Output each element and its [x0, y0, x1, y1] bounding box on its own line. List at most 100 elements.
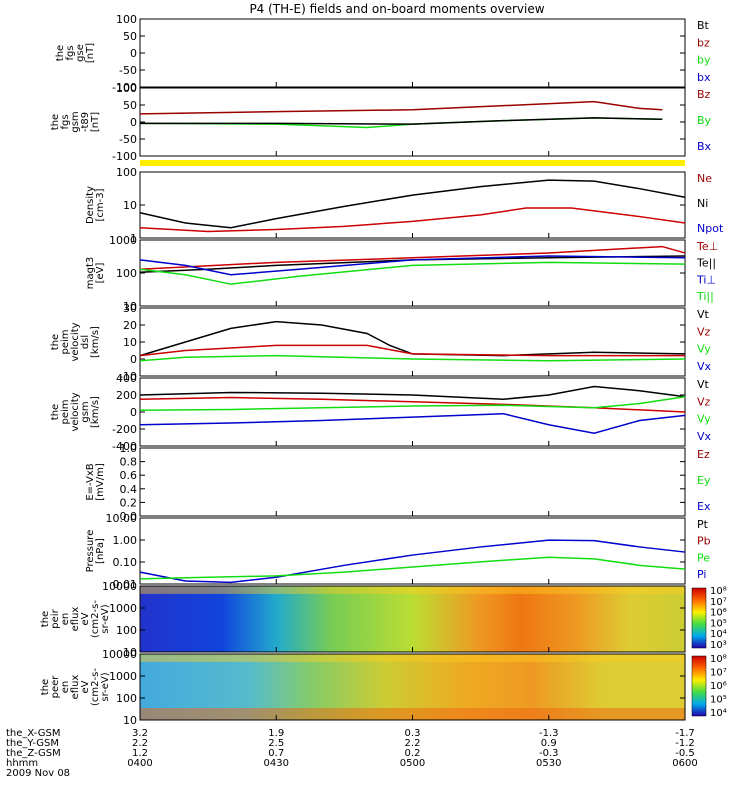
- y-axis-label: dsl: [80, 335, 91, 349]
- y-axis-label: Density: [85, 186, 96, 224]
- series-line: [139, 385, 686, 401]
- x-axis-value: -1.2: [675, 738, 695, 749]
- panel-peer: 10⁸ 10⁷ 10⁶ 10⁵ 10⁴ 10000 1000 100 10 the peer en ef…: [40, 648, 727, 727]
- y-tick-label: 50: [123, 30, 137, 43]
- series-line: [139, 395, 686, 412]
- x-axis-value: 0530: [536, 758, 561, 769]
- legend-label: Pb: [697, 535, 711, 548]
- colorbar-tick-label: 10⁴: [710, 629, 727, 640]
- colorbar-tick-label: 10⁵: [710, 618, 727, 629]
- panel-density: 100 10 1 Density [cm-3] Ne Ni Npot: [85, 166, 724, 245]
- y-axis-label: gsm: [80, 401, 91, 422]
- separator-bar: [140, 160, 685, 166]
- x-axis-value: -1.3: [539, 728, 559, 739]
- colorbar-tick-label: 10⁸: [710, 654, 727, 665]
- series-line: [139, 245, 686, 271]
- legend-label: Ni: [697, 197, 708, 210]
- y-tick-label: 0.2: [120, 496, 138, 509]
- y-tick-label: -50: [119, 133, 137, 146]
- y-axis-label: -t89: [80, 112, 91, 132]
- legend-label: bz: [697, 36, 710, 49]
- y-axis-label: E=-VxB: [85, 463, 96, 500]
- legend-label: Te⊥: [696, 240, 718, 253]
- colorbar: [691, 655, 707, 717]
- y-axis-label: [nT]: [90, 112, 101, 132]
- panel-peim-dsl: 30 20 10 0 -10 the peim velocity dsl [km/s] Vt Vz Vy…: [50, 302, 712, 383]
- x-axis-value: 0.2: [405, 748, 421, 759]
- y-tick-label: 0.10: [113, 556, 138, 569]
- legend-label: Vz: [697, 395, 711, 408]
- panel-efield: 1.00.80.60.40.20.0 E=-VxB [mV/m] Ez Ey Ex: [85, 442, 711, 523]
- series-line: [139, 539, 686, 584]
- y-tick-label: 1: [130, 232, 137, 245]
- y-axis-label: en: [60, 681, 71, 694]
- y-axis-label: velocity: [70, 392, 81, 431]
- legend-label: By: [697, 114, 712, 127]
- y-tick-label: 100: [116, 13, 137, 26]
- y-tick-label: 200: [116, 389, 137, 402]
- series-line: [139, 255, 686, 274]
- x-axis-value: 0430: [264, 758, 289, 769]
- colorbar-tick-label: 10⁶: [710, 681, 727, 692]
- panel-peim-gsm: 400 200 0 -200 -400 the peim velocity gsm [km/s] V…: [50, 372, 712, 453]
- series-line: [139, 261, 686, 285]
- legend-label: Bt: [697, 19, 710, 32]
- panel-temp: 1000 100 10 magt3 [eV] Te⊥ Te|| Ti⊥ Ti||: [85, 234, 718, 313]
- y-tick-label: 10: [123, 714, 137, 727]
- y-axis-label: [km/s]: [90, 326, 101, 358]
- y-tick-label: 0: [130, 116, 137, 129]
- y-tick-label: 50: [123, 99, 137, 112]
- x-axis-value: 3.2: [132, 728, 148, 739]
- y-axis-label: peir: [50, 608, 61, 628]
- legend-label: Npot: [697, 222, 724, 235]
- y-tick-label: 10: [123, 199, 137, 212]
- x-axis-value: 2.2: [405, 738, 421, 749]
- y-axis-label: fgs: [65, 45, 76, 60]
- x-axis-value: 0.3: [405, 728, 421, 739]
- colorbar-tick-label: 10⁸: [710, 586, 727, 597]
- y-axis-label: peer: [50, 675, 61, 699]
- y-tick-label: 100: [116, 692, 137, 705]
- x-axis-value: 1.9: [268, 728, 284, 739]
- y-tick-label: 10000: [102, 580, 137, 593]
- series-line: [139, 179, 686, 229]
- x-axis-value: 0500: [400, 758, 425, 769]
- legend-label: Bz: [697, 88, 711, 101]
- y-tick-label: -50: [119, 64, 137, 77]
- heatmap-band: [140, 654, 685, 662]
- x-axis-value: -1.7: [675, 728, 695, 739]
- legend-label: Vy: [697, 343, 711, 356]
- y-tick-label: 100: [116, 624, 137, 637]
- y-axis-label: the: [50, 114, 61, 130]
- series-line: [139, 100, 663, 115]
- series-line: [140, 117, 663, 125]
- legend-label: Ti⊥: [696, 273, 716, 286]
- series-line: [139, 354, 686, 362]
- y-tick-label: 0: [130, 406, 137, 419]
- y-axis-label: Pressure: [85, 530, 96, 573]
- y-axis-label: eflux: [70, 607, 81, 632]
- legend-label: Pe: [697, 551, 710, 564]
- y-tick-label: 10: [123, 300, 137, 313]
- panel-frame: [139, 517, 686, 585]
- y-tick-label: -400: [112, 440, 137, 453]
- x-axis-value: -0.5: [675, 748, 695, 759]
- y-axis-label: the: [50, 404, 61, 420]
- y-axis-label: sr-eV): [100, 672, 111, 701]
- y-axis-label: the: [55, 45, 66, 61]
- panel-frame: [139, 87, 686, 157]
- y-tick-label: 1.00: [113, 534, 138, 547]
- series-line: [139, 556, 686, 580]
- x-axis-value: 0400: [127, 758, 152, 769]
- y-tick-label: 0: [130, 47, 137, 60]
- colorbar-tick-label: 10⁷: [710, 597, 727, 608]
- colorbar-tick-label: 10³: [710, 640, 727, 651]
- series-line: [139, 412, 686, 435]
- y-axis-label: gsm: [70, 111, 81, 132]
- legend-label: Vx: [697, 360, 712, 373]
- y-axis-label: en: [60, 613, 71, 626]
- y-axis-label: [nPa]: [95, 538, 106, 564]
- y-tick-label: 1000: [109, 234, 137, 247]
- y-axis-label: eV: [80, 680, 91, 693]
- x-axis-value: 0600: [672, 758, 697, 769]
